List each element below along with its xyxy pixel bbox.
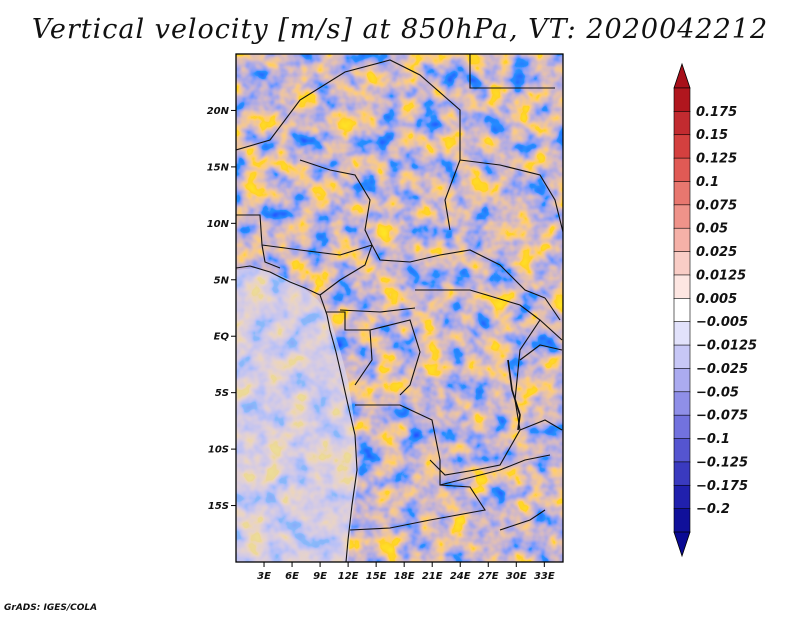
colorbar-label: 0.05: [696, 222, 728, 237]
colorbar-label: −0.025: [696, 362, 748, 377]
colorbar: 0.175 0.15 0.125 0.1 0.075 0.05 0.025 0.0125 0.0…: [673, 62, 757, 558]
country-borders: [236, 54, 563, 562]
lon-tick-label: 3E: [257, 571, 271, 582]
colorbar-swatch: [673, 321, 691, 346]
border-east: [519, 297, 563, 431]
colorbar-label: 0.005: [696, 292, 737, 307]
colorbar-swatch: [673, 134, 691, 159]
border-chad-car: [371, 244, 546, 299]
lon-tick-label: 15E: [366, 571, 387, 582]
border-gabon-congo: [326, 311, 421, 396]
lat-tick-label: 5N: [214, 275, 230, 286]
colorbar-swatch: [673, 484, 691, 510]
grads-credit: GrADS: IGES/COLA: [4, 603, 98, 613]
colorbar-label: −0.2: [696, 502, 730, 517]
lon-tick-label: 24E: [450, 571, 471, 582]
colorbar-swatch: [673, 87, 691, 112]
colorbar-swatch: [673, 461, 691, 486]
lon-tick-label: 9E: [313, 571, 327, 582]
colorbar-label: 0.1: [696, 175, 719, 190]
colorbar-bottom-arrow: [673, 531, 691, 558]
border-niger-chad: [299, 159, 373, 246]
lon-tick-label: 12E: [338, 571, 359, 582]
colorbar-label: 0.15: [696, 128, 728, 143]
colorbar-swatch: [673, 391, 691, 416]
lat-tick-label: 10S: [208, 445, 229, 456]
border-angola: [349, 404, 486, 531]
border-zambia-zimbabwe: [439, 454, 551, 531]
colorbar-swatch: [673, 181, 691, 206]
lon-tick-label: 18E: [394, 571, 415, 582]
colorbar-label: −0.1: [696, 432, 730, 447]
colorbar-label: 0.0125: [696, 268, 746, 283]
colorbar-label: −0.175: [696, 479, 748, 494]
lat-tick-label: 5S: [215, 388, 229, 399]
colorbar-label: −0.0125: [696, 339, 757, 354]
lon-tick-label: 27E: [478, 571, 499, 582]
lon-tick-label: 30E: [506, 571, 527, 582]
colorbar-label: −0.05: [696, 385, 739, 400]
colorbar-label: 0.075: [696, 198, 737, 213]
ocean-region: [236, 268, 358, 562]
colorbar-swatch: [673, 298, 691, 323]
colorbar-swatch: [673, 508, 691, 533]
colorbar-label: 0.125: [696, 152, 737, 167]
colorbar-swatch: [673, 157, 691, 183]
lat-tick-label: 15S: [208, 501, 229, 512]
colorbar-label: 0.175: [696, 105, 737, 120]
colorbar-swatch: [673, 227, 691, 253]
velocity-field: [236, 54, 563, 562]
lon-tick-label: 6E: [285, 571, 299, 582]
colorbar-label: −0.075: [696, 409, 748, 424]
lon-tick-label: 33E: [534, 571, 555, 582]
border-sahel: [236, 59, 461, 231]
colorbar-label: −0.005: [696, 315, 748, 330]
colorbar-swatch: [673, 368, 691, 393]
coastline-west: [236, 265, 358, 562]
colorbar-swatch: [673, 251, 691, 276]
colorbar-swatch: [673, 204, 691, 229]
map-axes: 20N 15N 10N 5N EQ 5S 10S 15S 3E 6E 9E 12E 15E 18E 21E 2…: [207, 106, 555, 582]
colorbar-swatch: [673, 344, 691, 370]
border-nigeria: [236, 214, 373, 269]
border-libya-sudan: [459, 54, 563, 235]
lat-tick-label: 15N: [207, 162, 230, 173]
colorbar-label: 0.025: [696, 245, 737, 260]
chart-title: Vertical velocity [m/s] at 850hPa, VT: 2…: [31, 14, 769, 45]
border-lake-tanganyika: [507, 359, 521, 431]
colorbar-swatch: [673, 274, 691, 299]
map-frame: [235, 53, 564, 563]
lat-tick-label: 20N: [207, 106, 230, 117]
colorbar-swatch: [673, 111, 691, 136]
colorbar-swatch: [673, 438, 691, 463]
colorbar-top-arrow: [673, 62, 691, 89]
lat-tick-label: 10N: [207, 219, 230, 230]
border-cameroon: [319, 244, 416, 313]
colorbar-swatch: [673, 414, 691, 440]
lon-tick-label: 21E: [422, 571, 443, 582]
colorbar-label: −0.125: [696, 455, 748, 470]
lat-tick-label: EQ: [214, 332, 230, 343]
